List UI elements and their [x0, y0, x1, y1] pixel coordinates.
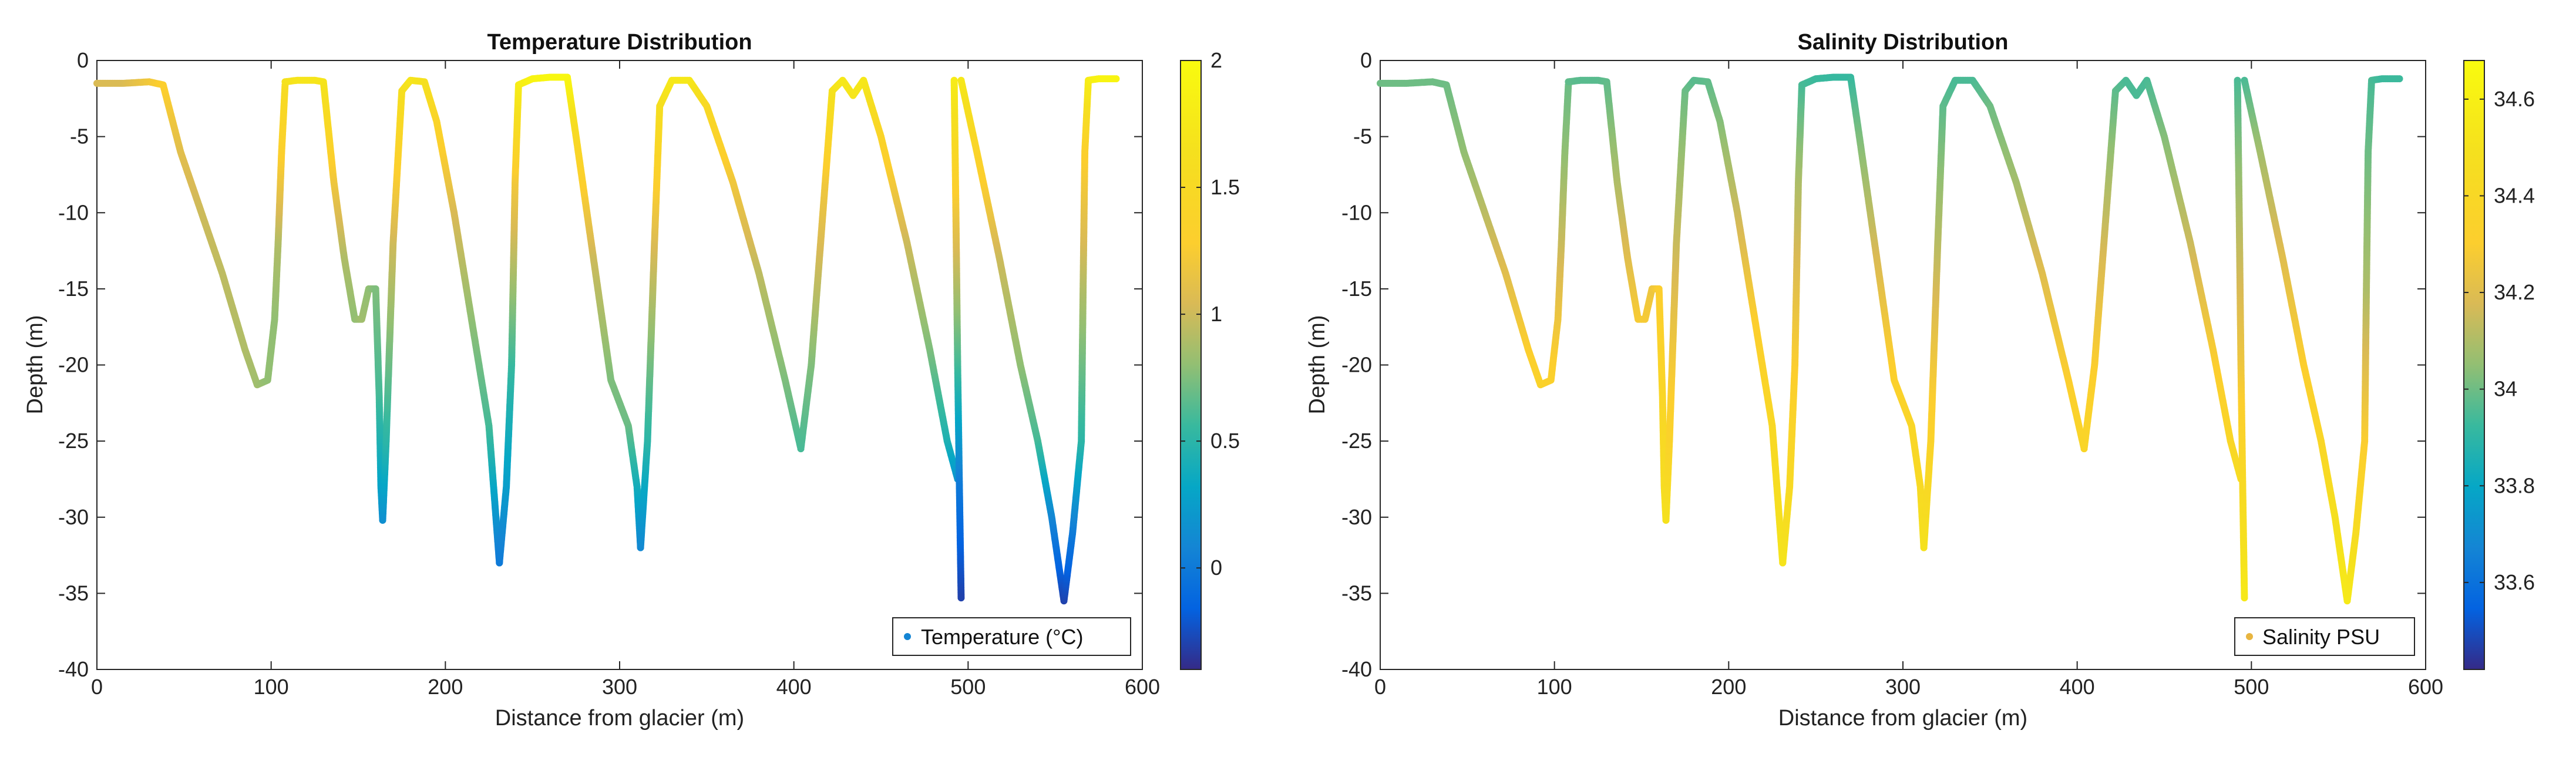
data-point [1113, 75, 1120, 82]
data-point [957, 594, 964, 601]
x-tick-label: 400 [776, 675, 812, 699]
salinity-panel: Salinity Distribution 0 100 200 300 400 500 60… [1305, 30, 2535, 731]
y-tick-label: -30 [58, 505, 89, 529]
y-tick-label: -30 [1341, 505, 1372, 529]
temperature-legend-label: Temperature (°C) [921, 625, 1083, 649]
temperature-legend: Temperature (°C) [893, 618, 1131, 655]
colorbar-tick-label: 2 [1210, 48, 1222, 72]
colorbar-tick-label: 0.5 [1210, 429, 1240, 453]
temperature-legend-marker [904, 633, 911, 640]
temperature-xlabel: Distance from glacier (m) [495, 706, 744, 731]
temperature-colorbar [1181, 60, 1201, 669]
x-tick-label: 600 [1125, 675, 1160, 699]
x-tick-label: 600 [2408, 675, 2443, 699]
y-tick-label: -15 [58, 277, 89, 301]
x-tick-label: 0 [91, 675, 103, 699]
y-tick-label: -20 [58, 353, 89, 377]
y-tick-label: -10 [58, 200, 89, 224]
temperature-title: Temperature Distribution [487, 30, 752, 55]
y-tick-label: -35 [1341, 581, 1372, 605]
colorbar-tick-label: 0 [1210, 556, 1222, 580]
y-tick-label: -5 [70, 124, 89, 149]
salinity-title: Salinity Distribution [1798, 30, 2009, 55]
y-tick-label: -10 [1341, 200, 1372, 224]
y-tick-label: 0 [77, 48, 89, 72]
y-tick-label: -40 [58, 657, 89, 681]
colorbar-tick-label: 1.5 [1210, 175, 1240, 199]
temperature-ylabel: Depth (m) [23, 315, 48, 415]
x-tick-label: 100 [254, 675, 289, 699]
x-tick-label: 200 [428, 675, 463, 699]
y-tick-label: -25 [58, 429, 89, 453]
y-tick-label: -35 [58, 581, 89, 605]
colorbar-tick-label: 1 [1210, 302, 1222, 326]
y-tick-label: -25 [1341, 429, 1372, 453]
x-tick-label: 200 [1711, 675, 1746, 699]
y-tick-label: -15 [1341, 277, 1372, 301]
x-tick-label: 300 [1885, 675, 1921, 699]
x-tick-label: 500 [950, 675, 986, 699]
x-tick-label: 100 [1537, 675, 1572, 699]
x-tick-label: 400 [2060, 675, 2095, 699]
y-tick-label: 0 [1360, 48, 1372, 72]
y-tick-label: -5 [1353, 124, 1372, 149]
x-tick-label: 300 [602, 675, 637, 699]
x-tick-label: 0 [1374, 675, 1386, 699]
x-tick-label: 500 [2234, 675, 2269, 699]
y-tick-label: -40 [1341, 657, 1372, 681]
y-tick-label: -20 [1341, 353, 1372, 377]
